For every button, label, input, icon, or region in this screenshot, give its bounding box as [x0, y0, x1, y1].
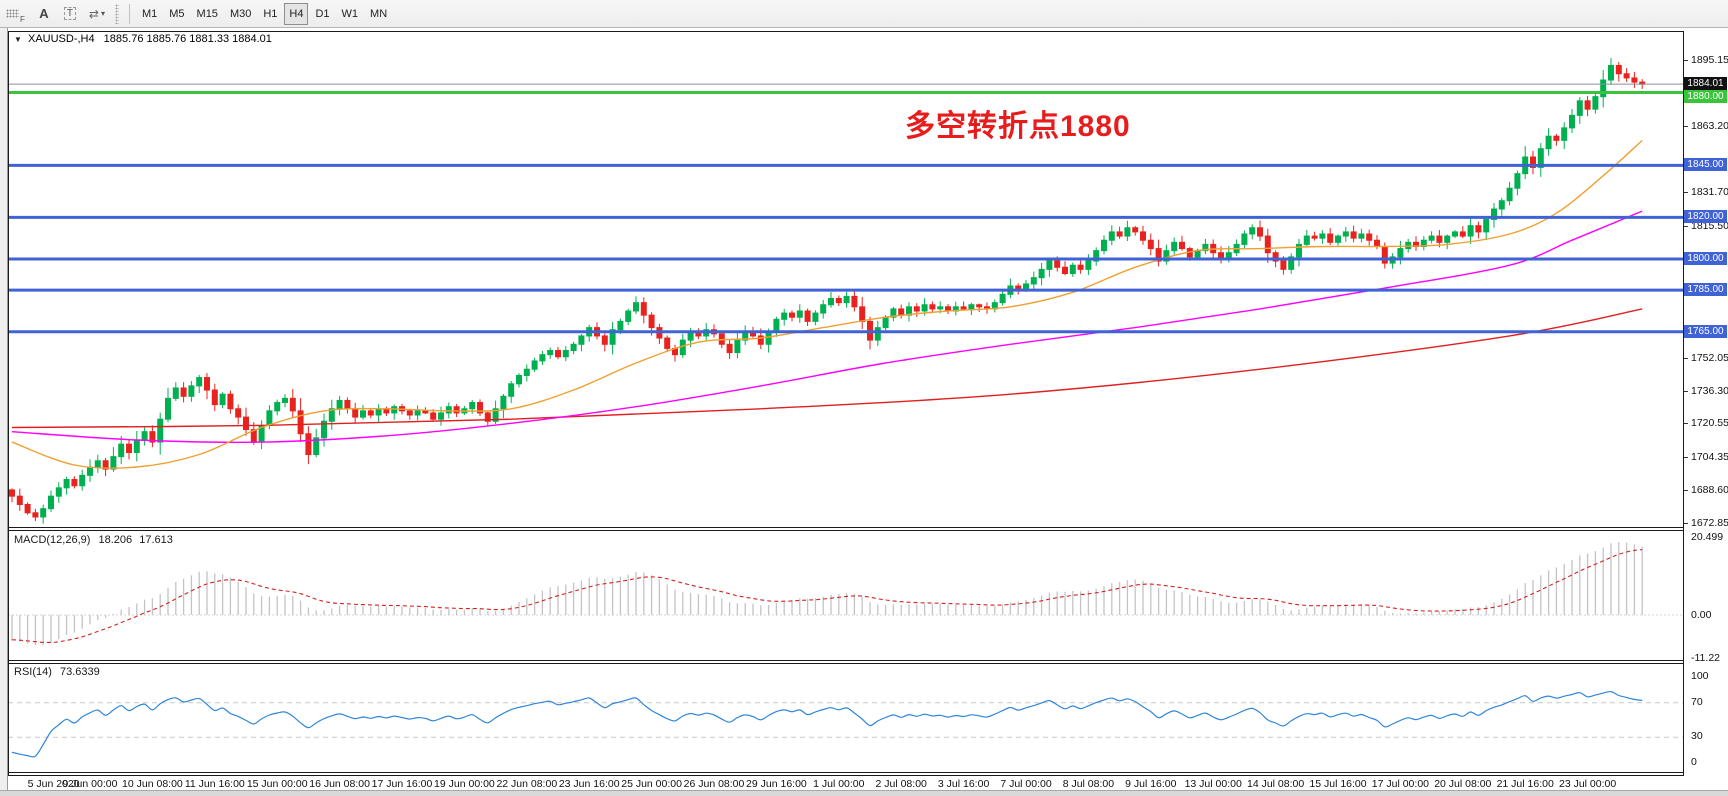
x-axis-label: 17 Jun 16:00 — [372, 778, 433, 790]
price-level-badge: 1820.00 — [1684, 210, 1727, 224]
price-tick: 1863.20 — [1684, 120, 1728, 133]
text-annotation-button[interactable]: A — [32, 3, 56, 25]
x-axis-label: 8 Jul 08:00 — [1063, 778, 1115, 790]
price-level-badge: 1880.00 — [1684, 90, 1727, 104]
x-axis-label: 23 Jun 16:00 — [559, 778, 620, 790]
rsi-value: 73.6339 — [59, 666, 100, 678]
text-box-button[interactable]: T — [58, 3, 82, 25]
x-axis-label: 17 Jul 00:00 — [1372, 778, 1429, 790]
macd-main-value: 18.206 — [98, 534, 133, 546]
x-axis-label: 7 Jul 00:00 — [1000, 778, 1052, 790]
tools-group: F A T ⇄ ▾ — [0, 0, 111, 27]
dropdown-caret-icon: ▾ — [100, 9, 105, 18]
price-level-badge: 1765.00 — [1684, 324, 1727, 338]
macd-axis-label: 0.00 — [1691, 609, 1712, 621]
horizontal-levels[interactable] — [8, 83, 1683, 334]
macd-signal-value: 17.613 — [139, 534, 173, 546]
timeframe-group: M1 M5 M15 M30 H1 H4 D1 W1 MN — [136, 0, 393, 27]
symbol-name: XAUUSD-,H4 — [27, 33, 95, 45]
x-axis-label: 5 Jun 2020 — [28, 778, 80, 790]
bottom-strip — [0, 790, 1728, 796]
timeframe-button-mn[interactable]: MN — [365, 3, 392, 25]
x-axis-label: 15 Jul 16:00 — [1309, 778, 1366, 790]
price-tick: 1736.30 — [1684, 385, 1728, 398]
x-axis-label: 19 Jun 00:00 — [434, 778, 495, 790]
price-tick: 1688.60 — [1684, 484, 1728, 497]
x-axis-label: 21 Jul 16:00 — [1497, 778, 1554, 790]
x-axis-label: 9 Jul 16:00 — [1125, 778, 1177, 790]
macd-axis-label: 20.499 — [1691, 531, 1724, 543]
x-axis-label: 20 Jul 08:00 — [1434, 778, 1491, 790]
macd-pane — [8, 542, 1683, 646]
toolbar-dock-button[interactable]: F — [1, 3, 30, 25]
price-level-badge: 1785.00 — [1684, 283, 1727, 297]
price-axis: 1895.15 1863.20 1831.70 1815.50 1752.05 1736.… — [1684, 28, 1728, 796]
timeframe-button-m15[interactable]: M15 — [192, 3, 223, 25]
chart-title: ▼ XAUUSD-,H4 1885.76 1885.76 1881.33 188… — [14, 33, 272, 45]
price-tick: 1704.35 — [1684, 451, 1728, 464]
letter-a-icon: A — [39, 6, 49, 21]
timeframe-button-w1[interactable]: W1 — [337, 3, 364, 25]
rsi-pane — [8, 690, 1683, 758]
text-box-icon: T — [63, 7, 76, 20]
timeframe-button-h1[interactable]: H1 — [258, 3, 282, 25]
dock-grid-icon — [6, 9, 19, 18]
price-level-badge: 1884.01 — [1684, 77, 1727, 91]
x-axis-label: 25 Jun 00:00 — [621, 778, 682, 790]
rsi-axis-label: 70 — [1691, 695, 1703, 708]
pane-frame — [8, 31, 1684, 776]
timeframe-button-m30[interactable]: M30 — [225, 3, 256, 25]
rsi-label: RSI(14) 73.6339 — [14, 666, 100, 678]
x-axis-label: 16 Jun 08:00 — [309, 778, 370, 790]
chart-text-annotation[interactable]: 多空转折点1880 — [905, 110, 1131, 143]
price-tick: 1720.55 — [1684, 417, 1728, 430]
toolbar-drag-handle[interactable] — [114, 3, 119, 24]
macd-axis-label: -11.22 — [1691, 651, 1720, 664]
x-axis-label: 15 Jun 00:00 — [247, 778, 308, 790]
timeframe-button-m1[interactable]: M1 — [137, 3, 162, 25]
toolbar-separator — [128, 3, 130, 24]
x-axis-label: 11 Jun 16:00 — [185, 778, 245, 790]
timeframe-button-d1[interactable]: D1 — [310, 3, 334, 25]
arrows-icon: ⇄ — [88, 6, 99, 21]
ohlc-values: 1885.76 1885.76 1881.33 1884.01 — [103, 33, 272, 45]
price-tick: 1752.05 — [1684, 352, 1728, 365]
rsi-axis-label: 0 — [1691, 756, 1697, 768]
price-level-badge: 1800.00 — [1684, 251, 1727, 265]
x-axis-label: 22 Jun 08:00 — [496, 778, 557, 790]
price-level-badge: 1845.00 — [1684, 158, 1727, 172]
window-left-gutter — [0, 28, 8, 796]
timeframe-button-h4[interactable]: H4 — [284, 2, 309, 25]
x-axis-label: 14 Jul 08:00 — [1247, 778, 1304, 790]
timeframe-button-m5[interactable]: M5 — [164, 3, 189, 25]
x-axis-label: 10 Jun 08:00 — [122, 778, 183, 790]
dock-label: F — [20, 14, 25, 24]
cursor-tools-button[interactable]: ⇄ ▾ — [84, 3, 110, 25]
x-axis-label: 1 Jul 00:00 — [813, 778, 865, 790]
rsi-name: RSI(14) — [14, 666, 52, 678]
macd-name: MACD(12,26,9) — [14, 534, 91, 546]
x-axis-label: 2 Jul 08:00 — [876, 778, 928, 790]
x-axis-label: 26 Jun 08:00 — [684, 778, 745, 790]
price-tick: 1895.15 — [1684, 54, 1728, 67]
rsi-axis-label: 100 — [1691, 670, 1709, 682]
x-axis-label: 13 Jul 00:00 — [1185, 778, 1242, 790]
x-axis-label: 29 Jun 16:00 — [746, 778, 807, 790]
moving-averages — [11, 139, 1643, 469]
x-axis-label: 3 Jul 16:00 — [938, 778, 990, 790]
chart-window: 5 Jun 2020 9 Jun 00:00 10 Jun 08:00 11 Jun … — [0, 28, 1728, 796]
x-axis-label: 9 Jun 00:00 — [63, 778, 118, 790]
rsi-axis-label: 30 — [1691, 730, 1703, 743]
x-axis-label: 23 Jul 00:00 — [1559, 778, 1616, 790]
top-toolbar: F A T ⇄ ▾ M1 M5 M15 M30 H1 H4 D1 W1 MN — [0, 0, 1728, 28]
price-tick: 1831.70 — [1684, 186, 1728, 199]
price-tick: 1672.85 — [1684, 517, 1728, 530]
collapse-triangle-icon[interactable]: ▼ — [14, 35, 22, 44]
macd-label: MACD(12,26,9) 18.206 17.613 — [14, 534, 173, 546]
